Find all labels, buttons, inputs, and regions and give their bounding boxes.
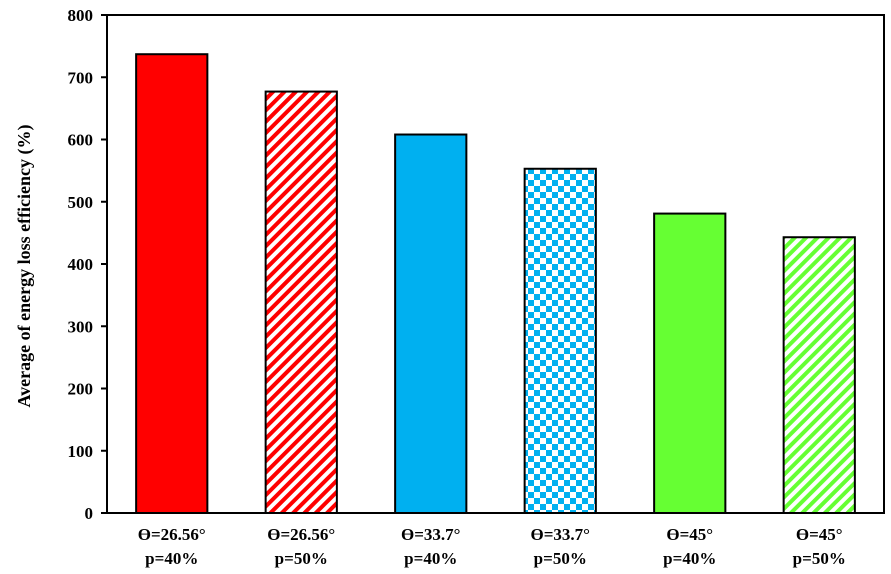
plot-border [106,14,885,514]
x-axis: Ɵ=26.56° p=40% Ɵ=26.56° p=50% Ɵ=33.7° p=40% Ɵ=… [138,525,846,568]
x-category-label: Ɵ=26.56° [138,525,206,544]
y-tick-label: 400 [68,255,94,274]
bars-group [135,53,856,515]
x-category-label: Ɵ=45° [666,525,713,544]
bar [653,212,727,514]
y-tick-label: 100 [68,442,94,461]
x-category-label: p=50% [534,549,587,568]
x-category-label: p=50% [793,549,846,568]
bar [135,53,209,514]
y-tick-label: 700 [68,68,94,87]
plot-area [106,14,885,514]
x-category-label: p=40% [404,549,457,568]
x-category-label: p=40% [145,549,198,568]
bar [523,167,597,514]
x-category-label: Ɵ=45° [796,525,843,544]
x-category-label: Ɵ=33.7° [401,525,460,544]
bar [394,133,468,515]
bar [782,236,856,514]
y-tick-label: 800 [68,6,94,25]
y-tick-label: 600 [68,131,94,150]
x-category-label: Ɵ=26.56° [267,525,335,544]
x-category-label: p=50% [275,549,328,568]
y-tick-label: 500 [68,193,94,212]
y-tick-label: 0 [85,504,94,523]
x-category-label: Ɵ=33.7° [531,525,590,544]
y-axis-title: Average of energy loss efficiency (%) [14,124,35,407]
y-axis: 0 100 200 300 400 500 600 700 800 [68,6,107,523]
x-category-label: p=40% [663,549,716,568]
bar [264,90,338,514]
y-tick-label: 200 [68,380,94,399]
y-tick-label: 300 [68,317,94,336]
